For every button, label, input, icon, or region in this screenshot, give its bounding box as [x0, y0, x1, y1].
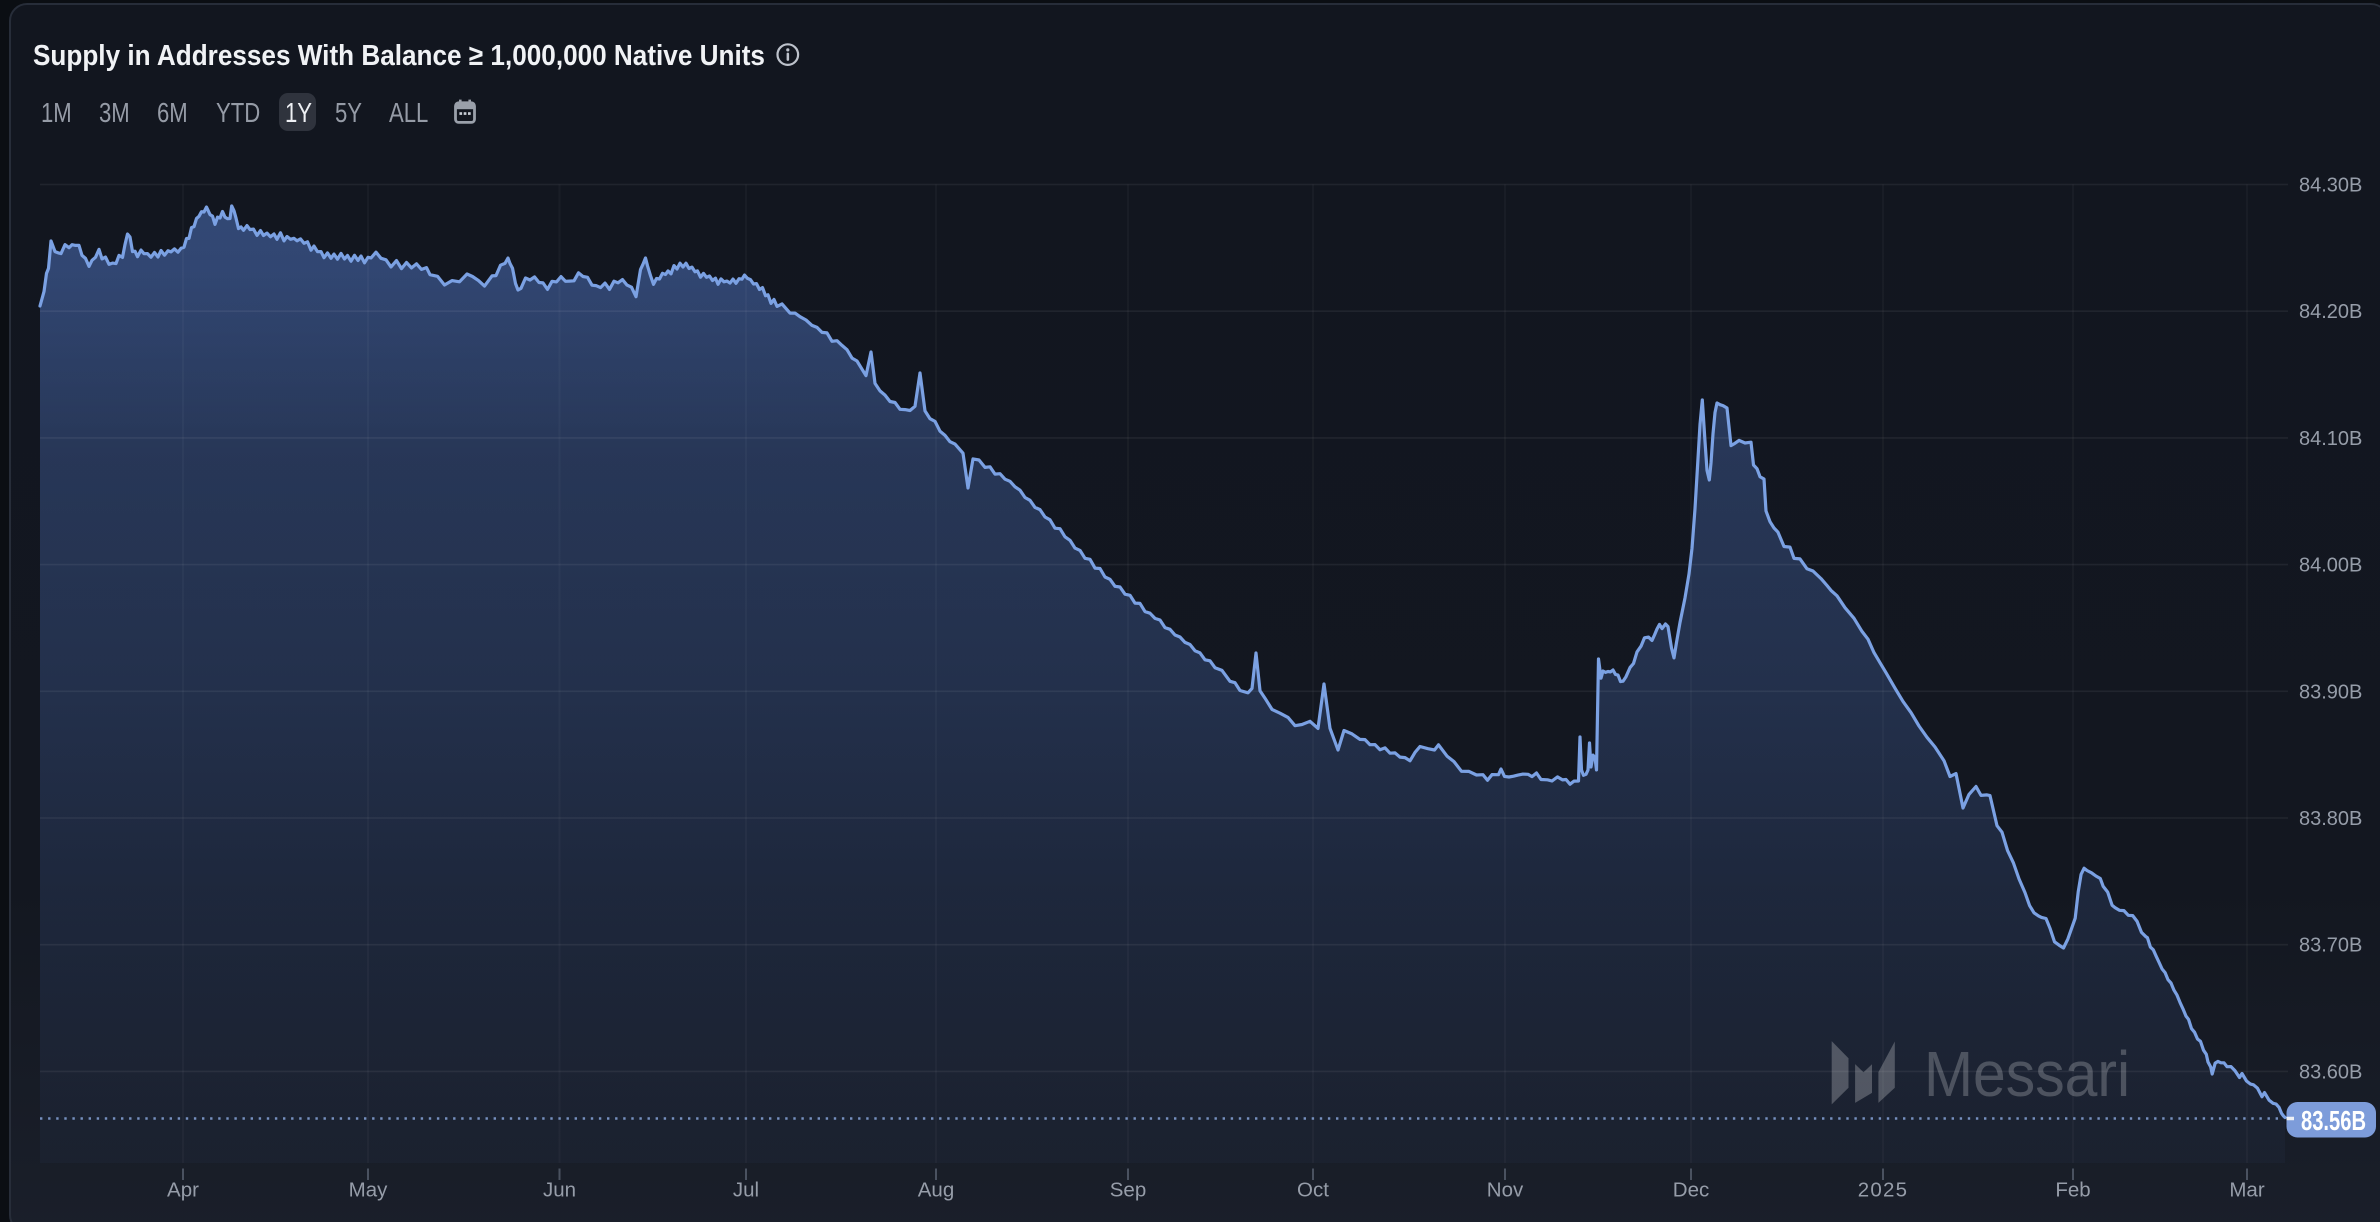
svg-text:84.20B: 84.20B — [2299, 301, 2362, 323]
svg-text:Dec: Dec — [1673, 1179, 1709, 1202]
svg-text:Mar: Mar — [2229, 1179, 2264, 1202]
svg-text:Jun: Jun — [543, 1179, 576, 1202]
svg-text:Jul: Jul — [733, 1179, 759, 1202]
svg-text:84.10B: 84.10B — [2299, 428, 2362, 450]
svg-text:May: May — [349, 1179, 388, 1202]
svg-text:Feb: Feb — [2055, 1179, 2090, 1202]
svg-text:Apr: Apr — [167, 1179, 199, 1202]
svg-text:83.56B: 83.56B — [2301, 1105, 2366, 1136]
svg-text:Aug: Aug — [918, 1179, 954, 1202]
svg-text:83.60B: 83.60B — [2299, 1061, 2362, 1083]
svg-text:Sep: Sep — [1110, 1179, 1146, 1202]
svg-text:Messari: Messari — [1924, 1039, 2130, 1111]
svg-text:83.70B: 83.70B — [2299, 935, 2362, 957]
svg-text:83.90B: 83.90B — [2299, 681, 2362, 703]
svg-text:Oct: Oct — [1297, 1179, 1329, 1202]
svg-text:83.80B: 83.80B — [2299, 808, 2362, 830]
svg-text:2025: 2025 — [1858, 1179, 1908, 1202]
svg-text:Nov: Nov — [1487, 1179, 1524, 1202]
svg-text:84.30B: 84.30B — [2299, 175, 2362, 197]
svg-text:84.00B: 84.00B — [2299, 555, 2362, 577]
